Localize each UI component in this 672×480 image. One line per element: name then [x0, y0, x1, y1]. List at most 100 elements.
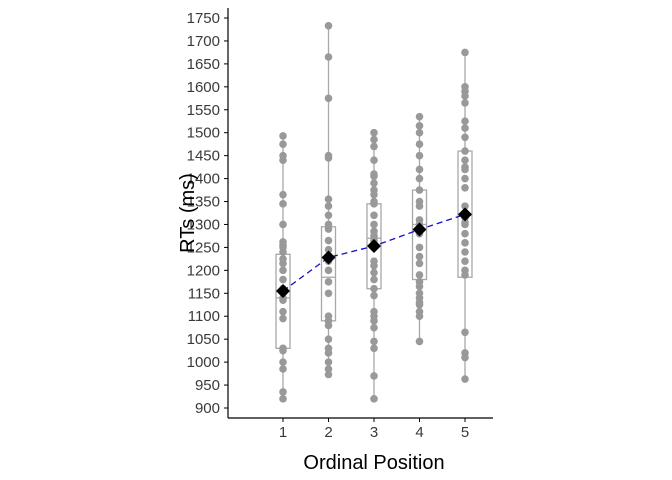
data-point: [370, 337, 378, 346]
x-axis-title: Ordinal Position: [303, 452, 444, 474]
data-point: [324, 53, 333, 61]
data-point: [461, 48, 469, 57]
x-tick-label: 2: [324, 424, 332, 441]
data-point: [370, 275, 378, 284]
y-tick-label: 1300: [187, 216, 220, 233]
y-tick-label: 1700: [187, 33, 220, 50]
data-point: [461, 147, 469, 155]
data-point: [279, 266, 287, 275]
data-point: [370, 227, 378, 236]
data-point: [370, 142, 378, 151]
y-tick-label: 1200: [187, 262, 220, 279]
data-point: [461, 229, 469, 238]
data-point: [324, 151, 333, 160]
data-point: [370, 395, 378, 403]
data-point: [324, 22, 333, 30]
data-point: [324, 344, 333, 353]
data-point: [324, 236, 333, 245]
data-point: [370, 268, 378, 277]
data-point: [279, 395, 287, 403]
data-point: [370, 197, 378, 206]
data-point: [415, 307, 424, 316]
data-point: [279, 365, 287, 373]
data-point: [279, 344, 287, 353]
mean-marker: [412, 222, 427, 237]
data-point: [370, 211, 378, 220]
data-point: [415, 140, 424, 148]
y-tick-label: 1350: [187, 194, 220, 211]
x-tick-label: 5: [461, 424, 469, 441]
data-point: [370, 372, 378, 380]
y-tick-label: 1250: [187, 239, 220, 256]
data-point: [279, 132, 287, 140]
data-point: [370, 128, 378, 137]
data-point: [324, 335, 333, 343]
data-point: [324, 370, 333, 379]
data-point: [279, 200, 287, 208]
data-points: [279, 22, 469, 403]
data-point: [461, 156, 469, 165]
data-point: [370, 291, 378, 300]
data-point: [461, 174, 469, 183]
y-tick-label: 1400: [187, 171, 220, 188]
y-tick-label: 1550: [187, 102, 220, 119]
data-point: [279, 275, 287, 284]
data-point: [415, 216, 424, 224]
data-point: [324, 365, 333, 373]
y-tick-label: 1750: [187, 10, 220, 27]
data-point: [461, 248, 469, 256]
data-point: [415, 165, 424, 174]
data-point: [279, 140, 287, 148]
mean-marker: [367, 239, 381, 254]
data-point: [324, 211, 333, 220]
data-point: [461, 257, 469, 265]
data-point: [324, 94, 333, 103]
data-point: [461, 239, 469, 247]
x-ticks: 1 2 3 4 5: [279, 418, 469, 441]
y-tick-label: 1150: [188, 285, 220, 302]
axes: [227, 8, 493, 419]
data-point: [370, 284, 378, 293]
y-tick-label: 1600: [187, 79, 220, 96]
y-ticks: 900 950 1000 1050 1100 1150 1200 1250 1300 1350 14…: [187, 10, 228, 417]
data-point: [279, 307, 287, 316]
y-tick-label: 1100: [188, 308, 220, 325]
data-point: [370, 179, 378, 187]
data-point: [415, 271, 424, 279]
data-point: [415, 337, 424, 346]
data-point: [415, 243, 424, 252]
y-axis-title: RTs (ms): [177, 173, 199, 253]
data-point: [461, 202, 469, 210]
data-point: [279, 151, 287, 160]
data-point: [461, 266, 469, 275]
data-point: [461, 133, 469, 142]
data-point: [370, 257, 378, 265]
data-point: [461, 163, 469, 171]
data-point: [461, 99, 469, 107]
data-point: [415, 151, 424, 160]
y-tick-label: 950: [195, 377, 220, 394]
data-point: [370, 135, 378, 144]
mean-marker: [276, 284, 290, 298]
y-tick-label: 1500: [187, 125, 220, 142]
data-point: [370, 170, 378, 178]
data-point: [461, 328, 469, 337]
y-tick-label: 1050: [187, 331, 220, 348]
data-point: [415, 289, 424, 298]
data-point: [324, 266, 333, 275]
data-point: [279, 238, 287, 246]
data-point: [324, 358, 333, 366]
data-point: [415, 174, 424, 183]
data-point: [324, 289, 333, 298]
data-point: [415, 197, 424, 206]
y-tick-label: 900: [195, 400, 220, 417]
data-point: [415, 278, 424, 286]
data-point: [324, 278, 333, 286]
data-point: [415, 128, 424, 137]
x-tick-label: 3: [370, 424, 378, 441]
data-point: [461, 375, 469, 383]
data-point: [370, 323, 378, 332]
x-tick-label: 1: [279, 424, 287, 441]
x-tick-label: 4: [415, 424, 423, 441]
